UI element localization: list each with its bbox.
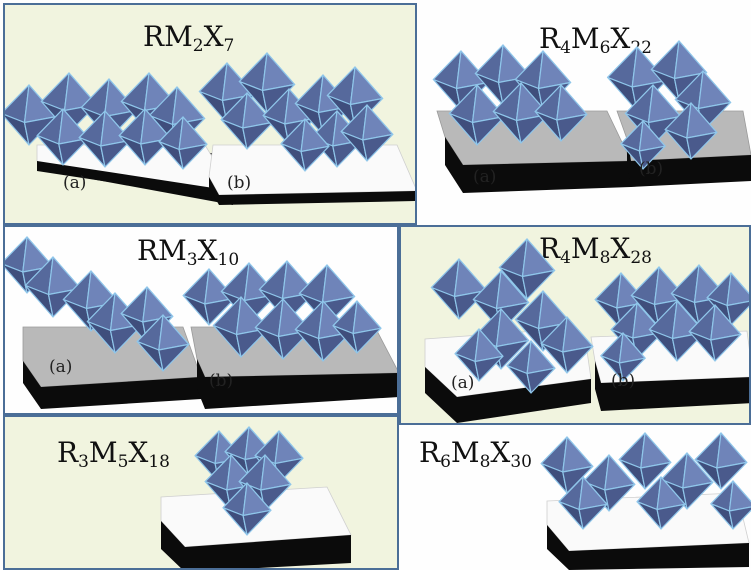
- label-b: (b): [611, 371, 636, 391]
- panel-title: R4M8X28: [539, 232, 652, 268]
- octahedra-chain-a: [5, 72, 208, 170]
- label-b: (b): [639, 159, 664, 179]
- panel-title: RM2X7: [143, 20, 235, 56]
- label-b: (b): [209, 371, 234, 391]
- octahedra-cluster-a: [432, 44, 588, 146]
- panel-rm2x7: RM2X7 (a) (b): [3, 3, 417, 225]
- label-b: (b): [227, 173, 252, 193]
- label-a: (a): [473, 167, 497, 187]
- octahedra-cluster-b: [606, 40, 732, 170]
- panel-r4m6x22: R4M6X22 (a) (b): [417, 3, 751, 225]
- panel-title: R3M5X18: [57, 436, 170, 472]
- structure-illustration: [432, 40, 751, 193]
- octahedra-chain: [540, 432, 751, 530]
- label-a: (a): [49, 357, 73, 377]
- structure-illustration: [5, 52, 415, 205]
- structure-illustration: [424, 238, 749, 423]
- structure-illustration: [5, 236, 397, 409]
- octahedra-chain-a: [5, 236, 190, 372]
- octahedra-cluster: [194, 426, 304, 536]
- label-a: (a): [451, 373, 475, 393]
- label-a: (a): [63, 173, 87, 193]
- panel-title: R6M8X30: [419, 436, 532, 472]
- structure-illustration: [540, 432, 751, 570]
- panel-title: RM3X10: [137, 234, 240, 270]
- panel-r4m8x28: R4M8X28 (a) (b): [399, 225, 751, 425]
- panel-rm3x10: RM3X10 (a) (b): [3, 225, 399, 415]
- panel-r3m5x18: R3M5X18: [3, 415, 399, 570]
- panel-r6m8x30: R6M8X30: [399, 425, 751, 570]
- octahedra-chain-b: [182, 260, 382, 362]
- structure-illustration: [160, 426, 352, 568]
- octahedra-chain-b: [594, 264, 749, 382]
- octahedra-cross-a: [430, 238, 594, 394]
- octahedra-chain-b: [198, 52, 394, 172]
